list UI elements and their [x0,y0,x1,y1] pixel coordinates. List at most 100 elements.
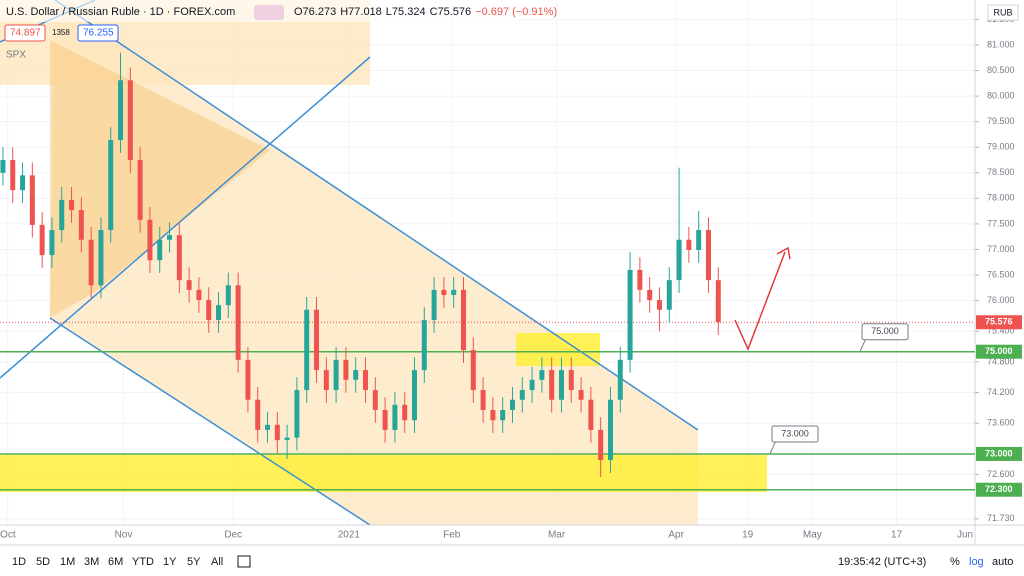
x-tick-label: 17 [891,530,903,541]
candle-body [431,289,437,321]
range-button[interactable]: 3M [84,556,99,568]
range-button[interactable]: 1M [60,556,75,568]
range-button[interactable]: 5D [36,556,50,568]
candle-body [421,320,427,371]
callout-label: 73.000 [781,428,809,438]
x-tick-label: Nov [115,530,133,541]
callout-box [861,323,909,341]
callout-label: 75.000 [871,326,899,336]
candle-body [304,309,310,391]
range-button[interactable]: 5Y [187,556,201,568]
channel-line [49,317,371,526]
range-button[interactable]: All [211,556,223,568]
ohlc-value: H77.018 [340,6,382,18]
candle-body [451,289,457,295]
y-tick-label: 74.800 [987,356,1015,366]
sell-box[interactable] [4,24,46,42]
candle-body [157,239,163,261]
range-button[interactable]: 1Y [163,556,177,568]
candle-body [108,140,114,231]
candle-body [88,239,94,286]
candle-body [598,429,604,461]
channel-line [54,0,699,431]
buy-box[interactable] [77,24,119,42]
resistance-zone [516,333,600,366]
candle-body [186,280,192,290]
y-tick-label: 75.400 [987,326,1015,336]
candle-body [549,370,555,400]
candle-body [588,399,594,430]
candle-body [59,199,65,231]
y-tick-label: 78.000 [987,193,1015,203]
candle-body [10,160,16,191]
candle-body [647,289,653,301]
x-tick-label: May [803,530,822,541]
support-zone [0,455,767,492]
candle-body [333,359,339,391]
candle-body [245,359,251,400]
ohlc-value: L75.324 [386,6,426,18]
candle-body [235,285,241,360]
ohlc-value: −0.697 (−0.91%) [475,6,557,18]
range-button[interactable]: 6M [108,556,123,568]
auto-toggle[interactable]: auto [992,556,1013,568]
candle-body [265,424,271,430]
date-range-icon[interactable] [237,555,251,568]
y-tick-label: 72.600 [987,469,1015,479]
sell-price: 74.897 [10,28,41,39]
candle-body [127,80,133,161]
range-button[interactable]: 1D [12,556,26,568]
x-tick-label: Jun [957,530,973,541]
candle-body [137,160,143,220]
candle-body [147,219,153,261]
y-tick-label: 76.000 [987,295,1015,305]
candle-body [167,235,173,240]
range-button[interactable]: YTD [132,556,154,568]
candle-body [558,370,564,400]
candle-body [20,175,26,191]
candle-body [372,390,378,410]
last-price-tag [976,315,1022,330]
x-tick-label: Feb [443,530,461,541]
candle-body [216,305,222,321]
ohlc: O76.273 H77.018 L75.324 C75.576 −0.697 (−0.9… [294,6,557,18]
candle-body [176,235,182,281]
toolbar: 19:35:42 (UTC+3) % log auto 1D 5D 1M 3M 6M YT… [12,555,1013,568]
candle-body [206,300,212,321]
level-tag-label: 72.300 [985,484,1013,494]
y-tick-label: 74.200 [987,387,1015,397]
candle-body [607,399,613,461]
candle-body [363,370,369,391]
symbol-title: U.S. Dollar / Russian Ruble · 1D · FOREX… [6,6,235,18]
level-tag [976,446,1022,461]
candle-body [715,280,721,323]
flag [254,5,284,20]
candle-body [519,390,525,400]
x-tick-label: 2021 [338,530,361,541]
drawings [0,0,791,526]
overlay-symbol: SPX [6,50,26,61]
arrow-head [776,246,791,260]
candle-body [402,404,408,421]
candle-body [196,289,202,301]
axes: 81.50081.00080.50080.00079.50079.00078.5… [0,14,1022,541]
candle-body [49,230,55,256]
log-toggle[interactable]: log [969,556,984,568]
percent-toggle[interactable]: % [950,556,960,568]
spread: 1358 [52,28,70,37]
overlay: 75.000 73.000 [0,52,975,491]
candle-body [255,399,261,430]
candle-body [509,399,515,410]
candle-body [98,230,104,286]
candle-body [274,424,280,441]
candle-body [627,269,633,360]
ohlc-value: O76.273 [294,6,336,18]
candle-body [39,224,45,256]
candle-body [490,409,496,421]
callout-box [771,425,819,443]
candle-body [225,285,231,306]
candle-body [29,175,35,225]
overlap-fill [50,40,270,318]
candle-body [392,404,398,430]
